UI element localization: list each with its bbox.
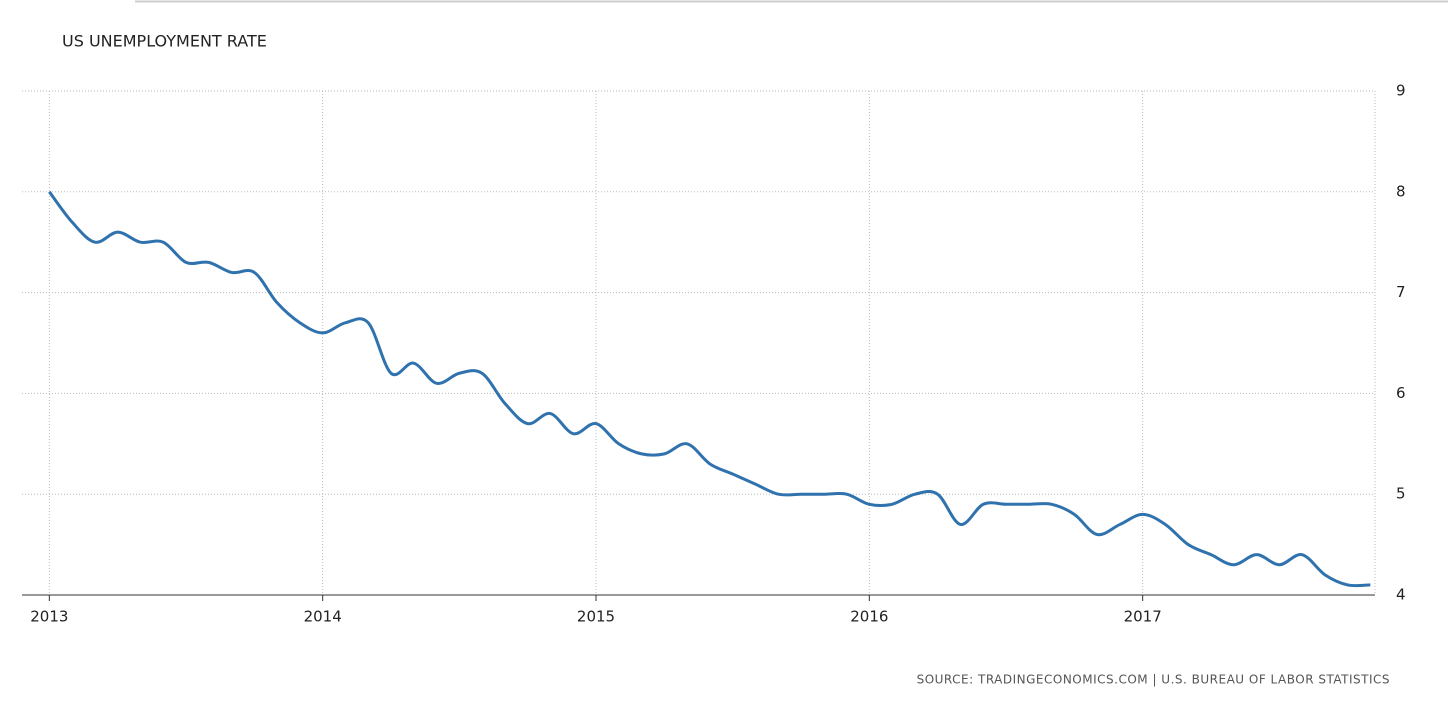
- data-line: [48, 190, 1371, 588]
- x-tick-label: 2015: [577, 608, 615, 626]
- y-tick-label: 5: [1396, 485, 1406, 503]
- y-tick-label: 6: [1396, 384, 1406, 402]
- x-tick-label: 2017: [1124, 608, 1162, 626]
- x-tick-label: 2014: [304, 608, 342, 626]
- y-tick-label: 8: [1396, 182, 1406, 200]
- x-tick-label: 2013: [30, 608, 68, 626]
- y-tick-label: 4: [1396, 586, 1406, 604]
- x-tick-label: 2016: [850, 608, 888, 626]
- y-tick-label: 7: [1396, 283, 1406, 301]
- source: SOURCE: TRADINGECONOMICS.COM | U.S. BURE…: [917, 673, 1390, 687]
- y-tick-label: 9: [1396, 82, 1406, 100]
- chart-title: US UNEMPLOYMENT RATE: [62, 32, 267, 51]
